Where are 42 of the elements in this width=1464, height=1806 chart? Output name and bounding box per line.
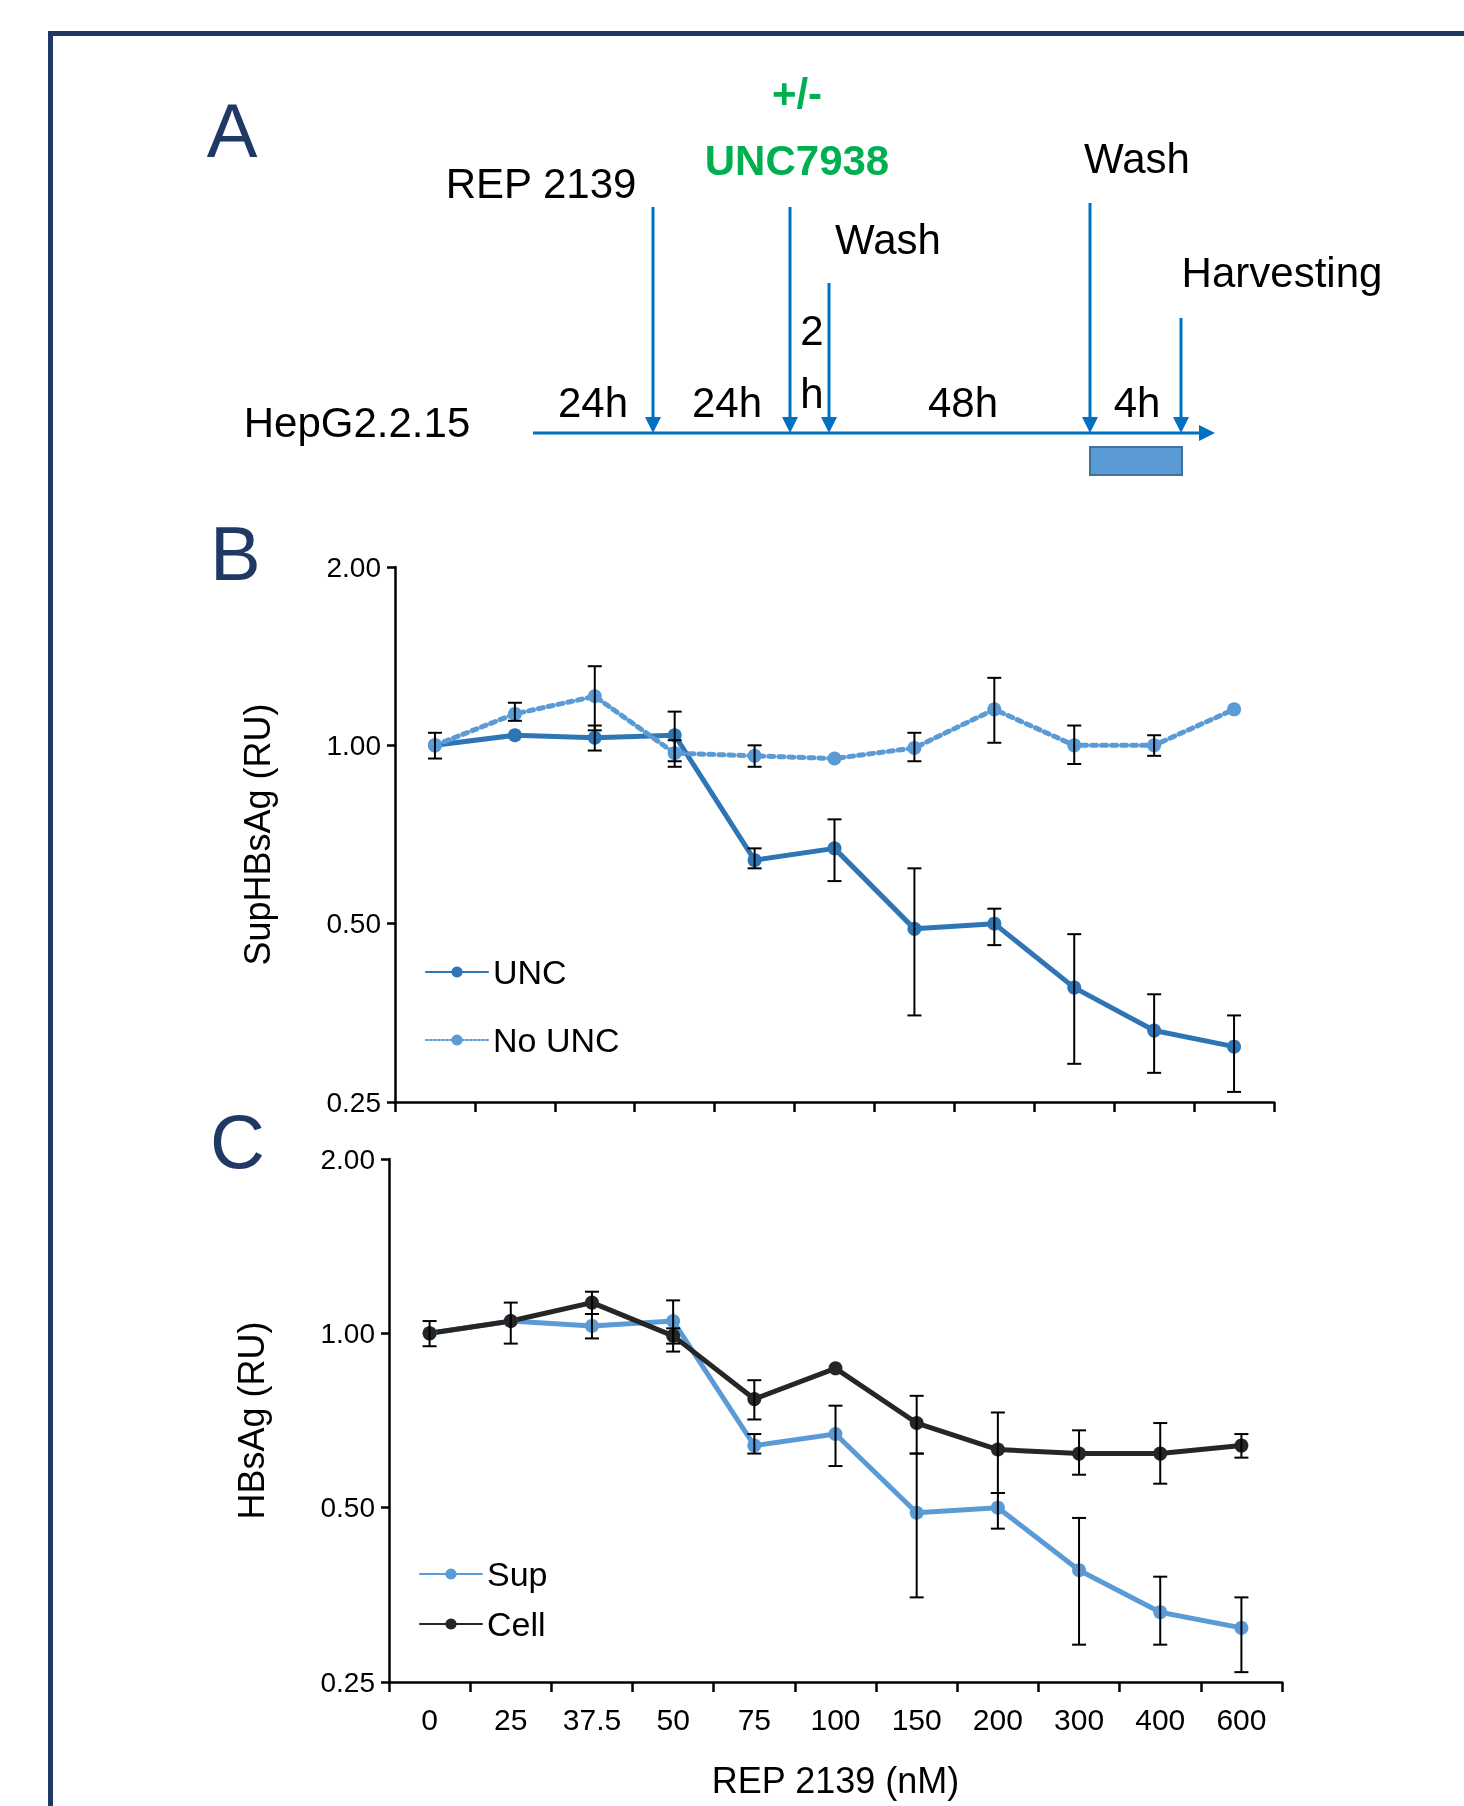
- y-tick-label: 2.00: [326, 551, 381, 583]
- text: Wash: [1084, 135, 1190, 183]
- x-tick-label: 25: [494, 1702, 528, 1736]
- x-axis-title: REP 2139 (nM): [711, 1759, 960, 1801]
- x-tick-label: 75: [737, 1702, 772, 1736]
- text: Wash: [835, 216, 941, 264]
- x-tick-label: 50: [656, 1702, 690, 1736]
- x-tick-label: 400: [1135, 1702, 1186, 1736]
- text: REP 2139: [445, 160, 637, 208]
- text: 4h: [1113, 379, 1161, 427]
- legend-label: No UNC: [493, 1021, 620, 1059]
- y-axis-title: SupHBsAg (RU): [236, 703, 278, 966]
- y-tick-label: 2.00: [320, 1143, 375, 1175]
- chart-title: C: [210, 1098, 265, 1184]
- x-tick-label: 300: [1054, 1702, 1105, 1736]
- text: HepG2.2.15: [243, 399, 471, 447]
- text: 2: [800, 307, 824, 355]
- legend-label: Sup: [487, 1555, 548, 1593]
- x-tick-label: 37.5: [562, 1702, 622, 1736]
- x-tick-label: 150: [891, 1702, 942, 1736]
- x-tick-label: 100: [810, 1702, 861, 1736]
- y-axis-title: HBsAg (RU): [230, 1321, 272, 1520]
- y-tick-label: 1.00: [320, 1317, 375, 1349]
- text: 24h: [691, 379, 763, 427]
- text: UNC7938: [704, 137, 890, 185]
- y-tick-label: 0.25: [320, 1666, 375, 1698]
- text: A: [206, 86, 258, 174]
- x-tick-label: 0: [421, 1702, 438, 1736]
- text: 48h: [927, 379, 999, 427]
- text: 24h: [557, 379, 629, 427]
- y-tick-label: 0.50: [326, 908, 381, 940]
- text: h: [800, 370, 824, 418]
- text: Harvesting: [1181, 249, 1383, 297]
- x-tick-label: 200: [972, 1702, 1023, 1736]
- chart-title: B: [210, 510, 261, 596]
- y-tick-label: 0.25: [326, 1086, 381, 1118]
- legend-label: Cell: [487, 1605, 546, 1643]
- y-tick-label: 0.50: [320, 1492, 375, 1524]
- legend-label: UNC: [493, 953, 567, 991]
- y-tick-label: 1.00: [326, 729, 381, 761]
- x-tick-label: 600: [1216, 1702, 1267, 1736]
- text: +/-: [771, 70, 823, 118]
